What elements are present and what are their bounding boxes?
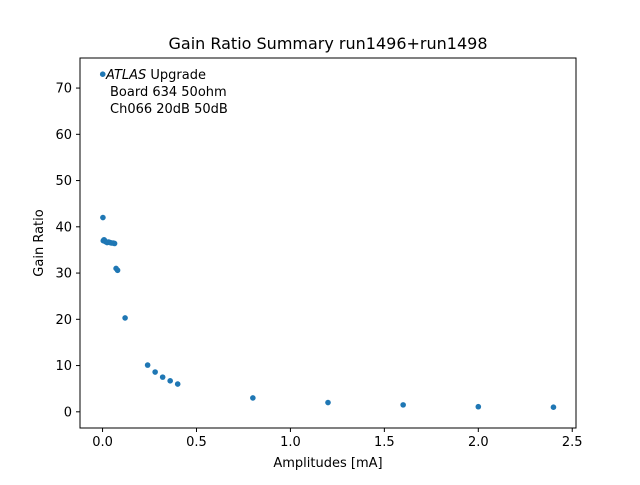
y-tick-label: 70	[55, 82, 72, 97]
data-point	[174, 381, 181, 387]
x-axis: 0.0 0.5 1.0 1.5 2.0 2.5	[92, 428, 583, 450]
data-point	[111, 240, 118, 247]
data-point	[167, 378, 173, 384]
chart-title: Gain Ratio Summary run1496+run1498	[168, 34, 487, 53]
data-point	[100, 214, 106, 221]
y-tick-label: 50	[55, 174, 72, 189]
x-tick-label: 0.0	[92, 435, 113, 450]
x-tick-label: 1.5	[374, 435, 395, 450]
data-point	[325, 399, 331, 406]
x-tick-label: 2.0	[468, 435, 489, 450]
data-point	[114, 267, 121, 274]
annotation-line-2: Board 634 50ohm	[110, 85, 227, 100]
data-point	[550, 404, 557, 410]
data-point	[122, 315, 128, 321]
data-point	[250, 395, 256, 401]
x-tick-label: 2.5	[562, 435, 583, 450]
data-point	[159, 374, 166, 380]
scatter-points	[99, 71, 557, 410]
y-axis-label: Gain Ratio	[32, 209, 47, 276]
y-tick-label: 20	[55, 313, 72, 328]
y-tick-label: 0	[64, 405, 72, 420]
plot-area-frame	[79, 57, 577, 429]
annotation-box: ATLAS Upgrade Board 634 50ohm Ch066 20dB…	[105, 68, 228, 117]
x-axis-label: Amplitudes [mA]	[273, 456, 382, 471]
annotation-line-1: ATLAS Upgrade	[105, 68, 206, 83]
data-point	[152, 369, 158, 375]
y-tick-label: 10	[55, 359, 72, 374]
data-point	[475, 403, 482, 410]
x-tick-label: 0.5	[186, 435, 207, 450]
annotation-atlas: ATLAS	[105, 68, 146, 83]
y-tick-label: 30	[55, 267, 72, 282]
data-point	[144, 362, 151, 368]
data-point	[99, 71, 106, 77]
data-point	[400, 402, 406, 408]
annotation-upgrade: Upgrade	[146, 68, 206, 83]
y-tick-label: 40	[55, 220, 72, 235]
annotation-line-3: Ch066 20dB 50dB	[110, 102, 228, 117]
y-axis: 0 10 20 30 40 50 60 70	[55, 82, 80, 420]
x-tick-label: 1.0	[280, 435, 301, 450]
y-tick-label: 60	[55, 128, 72, 143]
